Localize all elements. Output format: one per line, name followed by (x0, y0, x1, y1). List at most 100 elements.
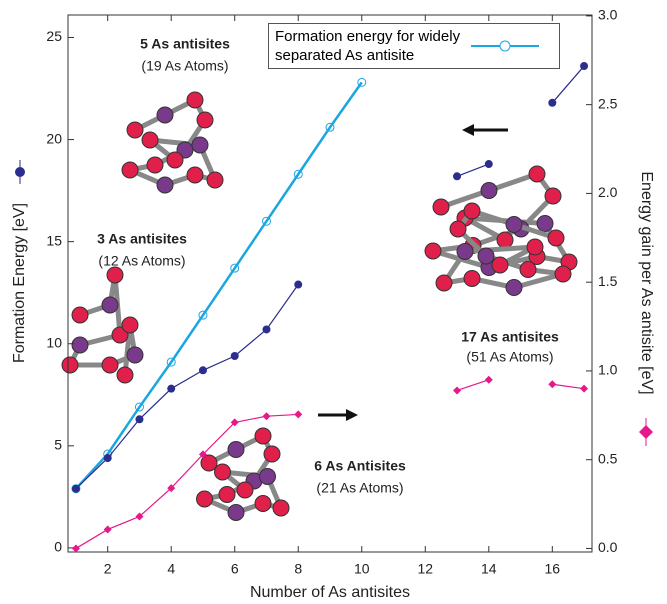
decor (62, 92, 577, 521)
atom (62, 357, 78, 373)
atom (197, 112, 213, 128)
atom (102, 357, 118, 373)
atom (107, 267, 123, 283)
y-tick-label: 0 (54, 539, 62, 555)
atom (464, 271, 480, 287)
atom (72, 337, 88, 353)
point (104, 454, 112, 462)
y2-tick-label: 3.0 (598, 7, 618, 23)
atom (457, 244, 473, 260)
atom (127, 122, 143, 138)
series-line (76, 82, 362, 488)
atom (237, 482, 253, 498)
chart: Number of As antisites Formation Energy … (0, 0, 667, 604)
atom (260, 469, 276, 485)
point (262, 412, 270, 420)
point (104, 525, 112, 533)
y-axis-label: Formation Energy [eV] (11, 203, 28, 363)
annotation: 6 As Antisites (314, 458, 406, 474)
point (262, 325, 270, 333)
atom (117, 367, 133, 383)
series-line (552, 66, 584, 103)
point (294, 410, 302, 418)
atom (433, 199, 449, 215)
point (453, 172, 461, 180)
atom (147, 157, 163, 173)
atom (167, 152, 183, 168)
atom (492, 257, 508, 273)
atom (481, 183, 497, 199)
atom (264, 446, 280, 462)
x-tick-label: 4 (167, 561, 175, 577)
y-tick-label: 20 (46, 130, 62, 146)
point (231, 352, 239, 360)
point (580, 62, 588, 70)
axis-key (15, 160, 25, 184)
point (199, 366, 207, 374)
point (453, 386, 461, 394)
y-tick-label: 15 (46, 232, 62, 248)
point (294, 281, 302, 289)
atom (157, 107, 173, 123)
atom (450, 221, 466, 237)
atom (255, 428, 271, 444)
y-tick-label: 10 (46, 334, 62, 350)
atom (187, 167, 203, 183)
legend: Formation energy for widely separated As… (268, 23, 560, 69)
annotation: 17 As antisites (461, 329, 559, 345)
atom (506, 217, 522, 233)
y2-axis-label: Energy gain per As antisite [eV] (638, 171, 655, 394)
point (167, 385, 175, 393)
series-line (457, 380, 489, 391)
annotation: 5 As antisites (140, 36, 230, 52)
atom (555, 266, 571, 282)
atom (273, 500, 289, 516)
atom (122, 162, 138, 178)
annotation: (51 As Atoms) (466, 349, 553, 365)
atom (102, 297, 118, 313)
atom (215, 464, 231, 480)
point (485, 376, 493, 384)
x-tick-label: 12 (417, 561, 433, 577)
point (135, 415, 143, 423)
x-tick-label: 2 (104, 561, 112, 577)
annotation: (12 As Atoms) (98, 253, 185, 269)
atom (548, 230, 564, 246)
annotation: (21 As Atoms) (316, 480, 403, 496)
point (580, 385, 588, 393)
atom (527, 239, 543, 255)
atom (478, 248, 494, 264)
atom (219, 487, 235, 503)
point (72, 485, 80, 493)
atom (520, 262, 536, 278)
atom (497, 232, 513, 248)
x-tick-label: 10 (354, 561, 370, 577)
x-tick-label: 6 (231, 561, 239, 577)
y2-tick-label: 2.5 (598, 95, 618, 111)
atom (425, 243, 441, 259)
atom (122, 317, 138, 333)
point (72, 544, 80, 552)
point (548, 99, 556, 107)
atom (72, 307, 88, 323)
point (548, 380, 556, 388)
page: Number of As antisites Formation Energy … (0, 0, 667, 604)
atom (207, 172, 223, 188)
annotation: 3 As antisites (97, 231, 187, 247)
y2-tick-label: 1.0 (598, 362, 618, 378)
axis-key (639, 418, 653, 446)
atom (529, 166, 545, 182)
atom (192, 137, 208, 153)
x-tick-label: 16 (545, 561, 561, 577)
atom (464, 203, 480, 219)
atom (127, 347, 143, 363)
series-line (552, 384, 584, 388)
y-tick-label: 5 (54, 437, 62, 453)
y-tick-label: 25 (46, 28, 62, 44)
atom (506, 280, 522, 296)
atom (228, 505, 244, 521)
annotation: (19 As Atoms) (141, 58, 228, 74)
legend-key (465, 36, 545, 56)
y2-tick-label: 2.0 (598, 184, 618, 200)
atom (142, 132, 158, 148)
